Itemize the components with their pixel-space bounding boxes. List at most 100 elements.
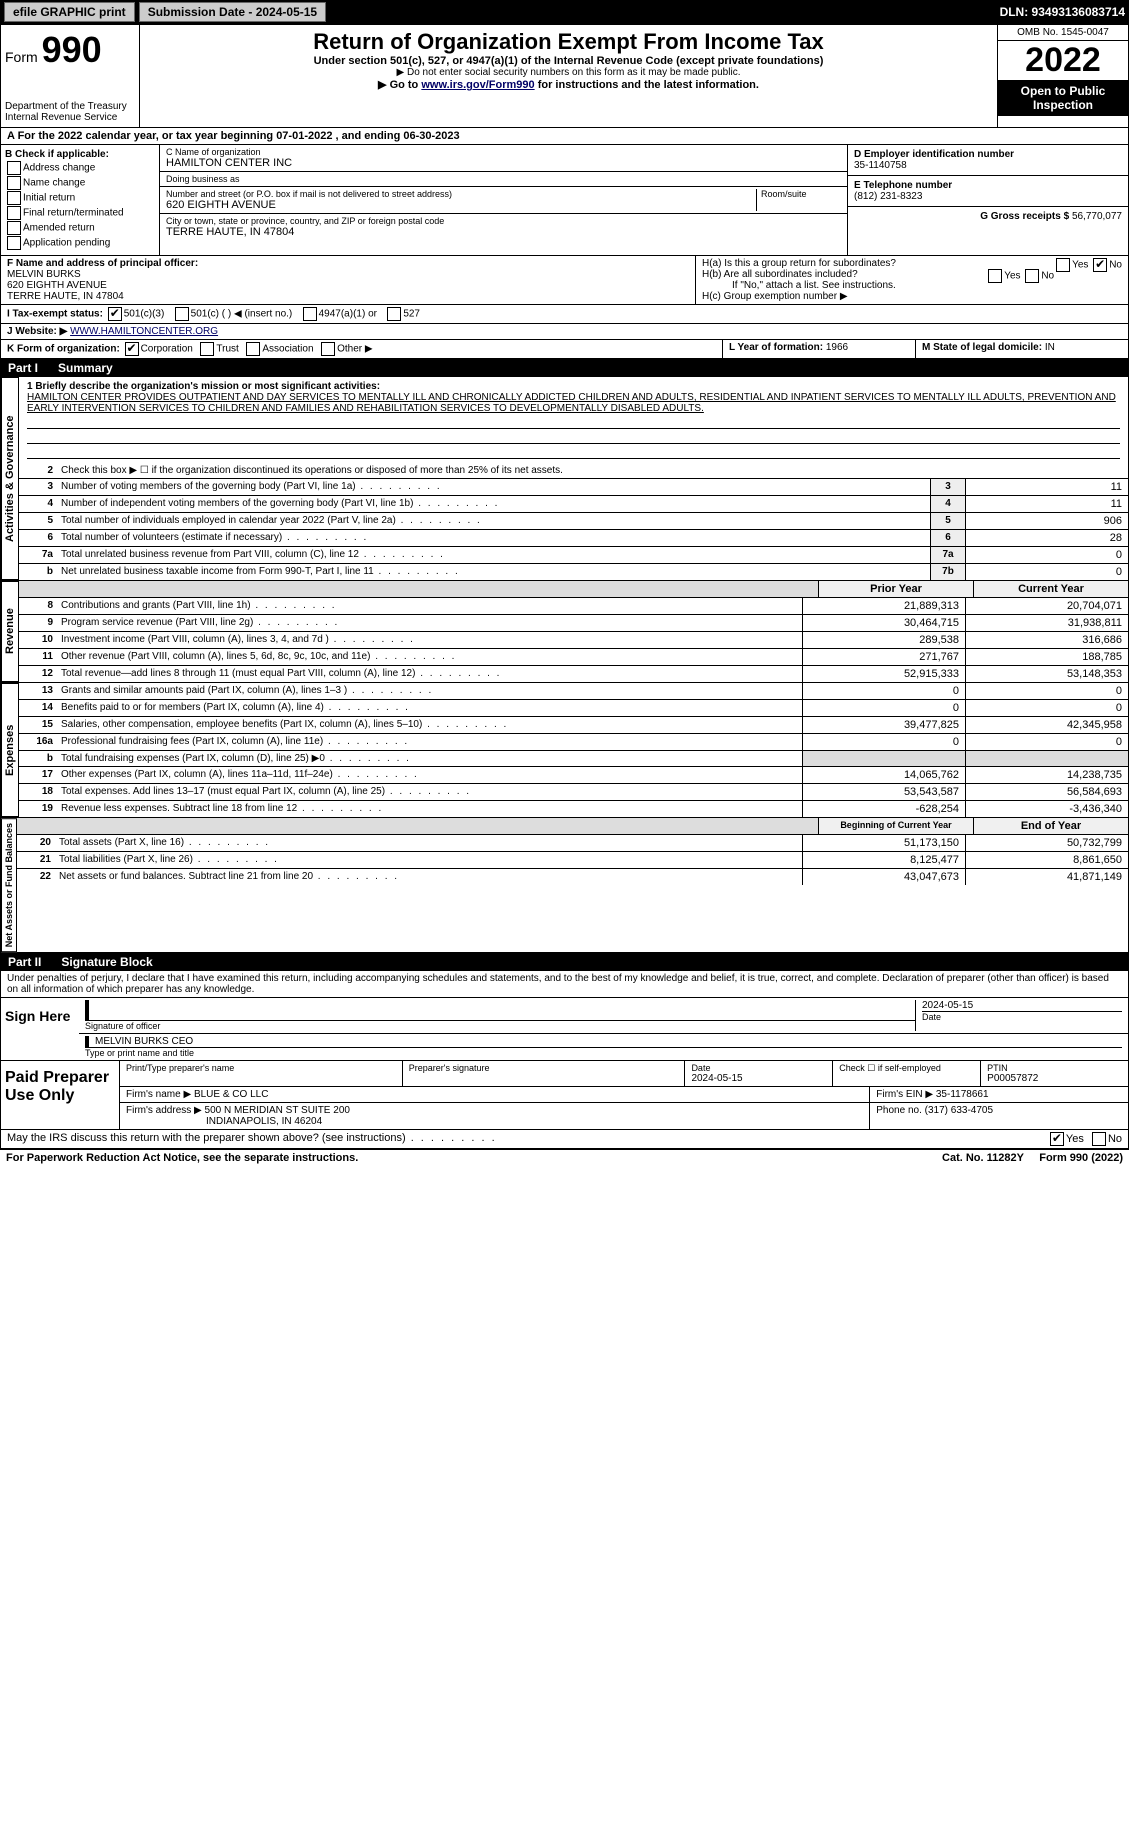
cb-amended[interactable]: Amended return <box>5 221 155 235</box>
data-row: bTotal fundraising expenses (Part IX, co… <box>19 751 1128 767</box>
cb-corp[interactable] <box>125 342 139 356</box>
data-row: 18Total expenses. Add lines 13–17 (must … <box>19 784 1128 801</box>
city-label: City or town, state or province, country… <box>166 216 841 226</box>
e-label: E Telephone number <box>854 180 1122 191</box>
hdr-curr: Current Year <box>973 581 1128 597</box>
phone-label: Phone no. <box>876 1105 922 1116</box>
cb-trust[interactable] <box>200 342 214 356</box>
part2-header: Part II Signature Block <box>0 953 1129 971</box>
k-label: K Form of organization: <box>7 344 120 355</box>
penalties-text: Under penalties of perjury, I declare th… <box>0 971 1129 998</box>
goto-post: for instructions and the latest informat… <box>538 79 759 91</box>
officer-city: TERRE HAUTE, IN 47804 <box>7 291 689 302</box>
data-row: 19Revenue less expenses. Subtract line 1… <box>19 801 1128 817</box>
line-a: A For the 2022 calendar year, or tax yea… <box>0 128 1129 145</box>
hdr-prior: Prior Year <box>818 581 973 597</box>
cb-discuss-yes[interactable] <box>1050 1132 1064 1146</box>
gov-row: bNet unrelated business taxable income f… <box>19 564 1128 580</box>
city-state-zip: TERRE HAUTE, IN 47804 <box>166 226 841 238</box>
cb-name-change[interactable]: Name change <box>5 176 155 190</box>
data-row: 13Grants and similar amounts paid (Part … <box>19 683 1128 700</box>
state-domicile: IN <box>1045 342 1055 353</box>
firm-ein-label: Firm's EIN ▶ <box>876 1089 933 1100</box>
submission-date: Submission Date - 2024-05-15 <box>139 2 326 22</box>
cb-discuss-no[interactable] <box>1092 1132 1106 1146</box>
ptin: P00057872 <box>987 1073 1122 1084</box>
check-b-label: B Check if applicable: <box>5 149 155 160</box>
cb-527[interactable] <box>387 307 401 321</box>
cb-4947[interactable] <box>303 307 317 321</box>
name-label: Type or print name and title <box>85 1047 1122 1058</box>
rev-section: Revenue Prior Year Current Year 8Contrib… <box>0 581 1129 683</box>
form-title: Return of Organization Exempt From Incom… <box>144 29 993 55</box>
j-label: J Website: ▶ <box>7 326 67 337</box>
form-word: Form <box>5 49 38 65</box>
footer: For Paperwork Reduction Act Notice, see … <box>0 1149 1129 1166</box>
d-label: D Employer identification number <box>854 149 1122 160</box>
date-label: Date <box>922 1011 1122 1022</box>
ein: 35-1140758 <box>854 160 1122 171</box>
cb-final-return[interactable]: Final return/terminated <box>5 206 155 220</box>
officer-addr: 620 EIGHTH AVENUE <box>7 280 689 291</box>
form-footer: Form 990 (2022) <box>1039 1152 1123 1164</box>
gov-row: 4Number of independent voting members of… <box>19 496 1128 513</box>
data-row: 9Program service revenue (Part VIII, lin… <box>19 615 1128 632</box>
hc-label: H(c) Group exemption number ▶ <box>702 291 1122 302</box>
cb-501c3[interactable] <box>108 307 122 321</box>
part2-title: Signature Block <box>61 955 152 969</box>
sign-date: 2024-05-15 <box>922 1000 1122 1011</box>
website-link[interactable]: WWW.HAMILTONCENTER.ORG <box>70 326 218 337</box>
data-row: 17Other expenses (Part IX, column (A), l… <box>19 767 1128 784</box>
officer-h-row: F Name and address of principal officer:… <box>0 256 1129 305</box>
mission-text: HAMILTON CENTER PROVIDES OUTPATIENT AND … <box>27 392 1120 414</box>
cb-other[interactable] <box>321 342 335 356</box>
cb-501c[interactable] <box>175 307 189 321</box>
na-section: Net Assets or Fund Balances Beginning of… <box>0 818 1129 953</box>
prep-sig-label: Preparer's signature <box>409 1063 679 1073</box>
cb-app-pending[interactable]: Application pending <box>5 236 155 250</box>
website-row: J Website: ▶ WWW.HAMILTONCENTER.ORG <box>0 324 1129 340</box>
officer-name: MELVIN BURKS <box>7 269 689 280</box>
firm-ein: 35-1178661 <box>936 1089 989 1100</box>
ptin-label: PTIN <box>987 1063 1122 1073</box>
omb-number: OMB No. 1545-0047 <box>998 25 1128 41</box>
data-row: 10Investment income (Part VIII, column (… <box>19 632 1128 649</box>
rev-tab: Revenue <box>1 581 19 682</box>
gov-section: Activities & Governance 1 Briefly descri… <box>0 377 1129 581</box>
sign-block: Sign Here Signature of officer 2024-05-1… <box>0 998 1129 1061</box>
m-label: M State of legal domicile: <box>922 342 1042 353</box>
sign-here-label: Sign Here <box>1 998 79 1060</box>
exp-section: Expenses 13Grants and similar amounts pa… <box>0 683 1129 818</box>
cb-initial-return[interactable]: Initial return <box>5 191 155 205</box>
tax-year: 2022 <box>998 41 1128 80</box>
gov-row: 5Total number of individuals employed in… <box>19 513 1128 530</box>
efile-label: efile GRAPHIC print <box>4 2 135 22</box>
hb-label: H(b) Are all subordinates included? <box>702 269 858 280</box>
cat-no: Cat. No. 11282Y <box>942 1152 1024 1164</box>
goto-pre: ▶ Go to <box>378 79 421 91</box>
data-row: 11Other revenue (Part VIII, column (A), … <box>19 649 1128 666</box>
gov-row: 3Number of voting members of the governi… <box>19 479 1128 496</box>
gov-row: 6Total number of volunteers (estimate if… <box>19 530 1128 547</box>
firm-addr: 500 N MERIDIAN ST SUITE 200 <box>205 1105 350 1116</box>
mission-label: 1 Briefly describe the organization's mi… <box>27 381 1120 392</box>
room-label: Room/suite <box>761 189 841 199</box>
g-label: G Gross receipts $ <box>980 211 1069 222</box>
paperwork-notice: For Paperwork Reduction Act Notice, see … <box>6 1152 358 1164</box>
data-row: 14Benefits paid to or for members (Part … <box>19 700 1128 717</box>
exp-tab: Expenses <box>1 683 19 817</box>
sig-officer-label: Signature of officer <box>85 1020 915 1031</box>
phone: (812) 231-8323 <box>854 191 1122 202</box>
subtitle-2: ▶ Do not enter social security numbers o… <box>144 67 993 78</box>
prep-phone: (317) 633-4705 <box>925 1105 993 1116</box>
part1-title: Summary <box>58 361 113 375</box>
ha-label: H(a) Is this a group return for subordin… <box>702 258 896 269</box>
preparer-label: Paid Preparer Use Only <box>1 1061 120 1129</box>
irs-link[interactable]: www.irs.gov/Form990 <box>421 79 534 91</box>
cb-assoc[interactable] <box>246 342 260 356</box>
gov-tab: Activities & Governance <box>1 377 19 580</box>
data-row: 15Salaries, other compensation, employee… <box>19 717 1128 734</box>
irs-discuss: May the IRS discuss this return with the… <box>7 1132 497 1146</box>
check-self-emp: Check ☐ if self-employed <box>833 1061 981 1086</box>
cb-address-change[interactable]: Address change <box>5 161 155 175</box>
